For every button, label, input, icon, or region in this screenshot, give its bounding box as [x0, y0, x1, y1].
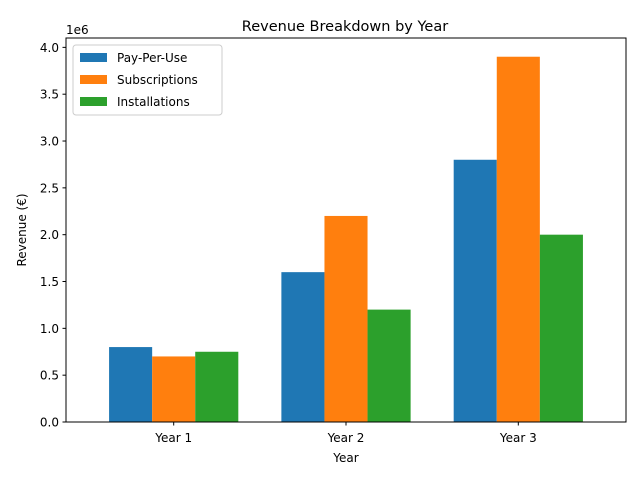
- bar-installations-3: [539, 234, 583, 422]
- chart-title: Revenue Breakdown by Year: [242, 19, 448, 35]
- bar-pay-per-use-2: [281, 272, 325, 422]
- x-tick-label: Year 1: [154, 431, 192, 445]
- y-tick-label: 3.5: [40, 88, 59, 102]
- bars-group: [109, 56, 583, 422]
- legend-label: Subscriptions: [117, 73, 198, 87]
- y-tick-label: 1.5: [40, 275, 59, 289]
- bar-installations-2: [367, 309, 411, 422]
- bar-pay-per-use-1: [109, 347, 153, 422]
- y-tick-label: 2.0: [40, 228, 59, 242]
- plot-frame: [65, 37, 627, 423]
- y-axis-label: Revenue (€): [15, 193, 29, 266]
- x-ticks-group: Year 1 Year 2 Year 3: [154, 422, 537, 445]
- bar-subscriptions-2: [324, 215, 368, 422]
- bar-subscriptions-3: [496, 56, 540, 422]
- y-tick-label: 0.5: [40, 369, 59, 383]
- y-tick-label: 4.0: [40, 41, 59, 55]
- y-tick-label: 3.0: [40, 135, 59, 149]
- legend-label: Pay-Per-Use: [117, 51, 187, 65]
- y-ticks-group: 0.0 0.5 1.0 1.5 2.0 2.5 3.0 3.5 4.0: [40, 41, 66, 430]
- x-axis-label: Year: [332, 451, 358, 465]
- legend-label: Installations: [117, 95, 190, 109]
- legend-swatch: [80, 97, 107, 106]
- x-tick-label: Year 2: [327, 431, 365, 445]
- bar-pay-per-use-3: [453, 159, 497, 422]
- legend-swatch: [80, 75, 107, 84]
- bar-installations-1: [195, 351, 239, 422]
- y-tick-label: 2.5: [40, 181, 59, 195]
- legend: Pay-Per-Use Subscriptions Installations: [72, 44, 223, 116]
- y-tick-label: 0.0: [40, 416, 59, 430]
- bar-subscriptions-1: [152, 356, 196, 422]
- legend-box: [72, 44, 223, 116]
- x-tick-label: Year 3: [499, 431, 537, 445]
- y-tick-label: 1.0: [40, 322, 59, 336]
- legend-swatch: [80, 53, 107, 62]
- y-axis-offset-label: 1e6: [66, 23, 89, 37]
